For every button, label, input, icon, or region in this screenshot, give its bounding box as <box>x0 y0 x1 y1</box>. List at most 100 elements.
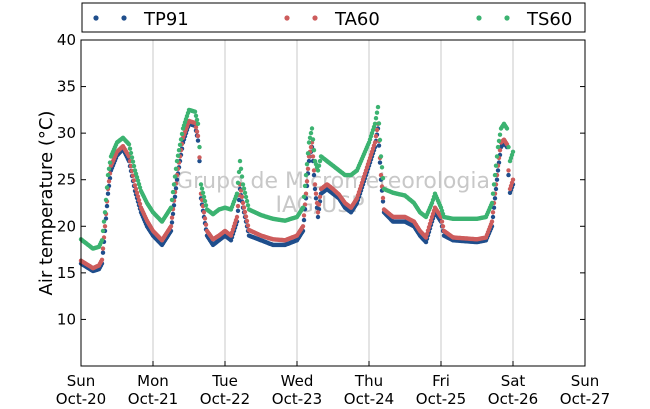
data-point <box>492 196 498 201</box>
y-tick-label: 25 <box>57 171 76 189</box>
data-point <box>177 142 183 147</box>
data-point <box>497 132 503 137</box>
data-point <box>305 151 311 156</box>
legend-item-ts60: TS60 <box>476 9 572 30</box>
data-point <box>102 210 108 215</box>
data-point <box>489 219 495 224</box>
x-tick-weekday: Wed <box>281 372 314 390</box>
data-point <box>137 201 143 207</box>
data-point <box>311 148 317 153</box>
data-point <box>491 205 497 210</box>
x-tick-weekday: Sat <box>501 372 526 390</box>
legend-marker <box>312 15 318 21</box>
data-point <box>99 238 105 243</box>
data-point <box>195 121 201 127</box>
data-point <box>195 138 201 143</box>
data-point <box>312 182 318 187</box>
y-tick-label: 10 <box>57 310 76 328</box>
data-point <box>506 172 511 178</box>
data-point <box>172 174 178 179</box>
data-point <box>136 198 142 203</box>
data-point <box>380 176 386 181</box>
legend-marker <box>93 15 99 21</box>
y-tick-label: 40 <box>57 31 76 49</box>
data-point <box>131 163 137 169</box>
data-point <box>169 220 175 225</box>
data-point <box>440 224 446 229</box>
legend-item-ta60: TA60 <box>284 9 380 30</box>
y-axis-title: Air temperature (°C) <box>36 111 57 296</box>
data-point <box>170 211 176 217</box>
data-point <box>168 224 174 229</box>
data-point <box>169 215 175 220</box>
series-ta60 <box>78 118 516 271</box>
data-point <box>376 143 382 148</box>
data-point <box>376 121 382 126</box>
data-point <box>380 195 386 201</box>
data-point <box>178 137 184 142</box>
x-tick-weekday: Thu <box>354 372 383 390</box>
data-point <box>305 166 311 171</box>
data-point <box>173 166 179 171</box>
data-point <box>309 126 315 131</box>
data-point <box>424 231 430 237</box>
data-point <box>490 191 496 196</box>
data-point <box>202 216 208 221</box>
x-tick-date: Oct-20 <box>56 390 106 408</box>
data-point <box>300 205 306 210</box>
data-point <box>100 228 106 234</box>
data-point <box>193 113 199 119</box>
x-tick-weekday: Mon <box>137 372 169 390</box>
data-point <box>494 154 500 159</box>
data-point <box>241 186 247 191</box>
data-point <box>201 194 207 200</box>
legend-marker <box>504 15 510 21</box>
data-point <box>373 134 379 139</box>
data-point <box>131 178 137 183</box>
x-tick-weekday: Sun <box>67 372 96 390</box>
data-point <box>313 191 319 196</box>
x-tick-date: Oct-24 <box>344 390 394 408</box>
data-point <box>171 203 177 208</box>
x-axis: SunOct-20MonOct-21TueOct-22WedOct-23ThuO… <box>56 361 610 408</box>
data-point <box>301 213 307 218</box>
data-point <box>315 168 321 173</box>
data-point <box>377 160 383 165</box>
data-point <box>495 144 501 150</box>
y-axis: 10 15 20 25 30 35 40 <box>57 31 585 328</box>
data-point <box>238 166 244 171</box>
data-point <box>100 250 106 255</box>
data-point <box>203 203 209 208</box>
data-point <box>506 144 511 150</box>
data-point <box>504 126 510 131</box>
data-point <box>245 223 251 228</box>
data-point <box>489 200 495 206</box>
legend-frame <box>81 2 586 33</box>
data-point <box>242 209 248 215</box>
data-point <box>490 214 496 220</box>
data-point <box>126 142 132 147</box>
data-point <box>379 165 385 170</box>
data-point <box>170 189 176 195</box>
data-point <box>168 205 174 210</box>
data-point <box>128 150 134 156</box>
data-point <box>199 186 205 191</box>
data-point <box>135 194 141 199</box>
data-point <box>374 110 380 115</box>
data-point <box>308 130 314 136</box>
data-point <box>378 154 384 159</box>
legend: TP91 TA60 TS60 <box>81 2 586 33</box>
data-point <box>313 196 319 201</box>
data-point <box>317 158 323 164</box>
data-point <box>195 133 201 139</box>
legend-label: TS60 <box>526 9 572 30</box>
data-point <box>301 194 307 199</box>
data-point <box>300 224 306 229</box>
data-point <box>100 246 106 251</box>
data-point <box>235 180 241 185</box>
data-point <box>494 177 500 182</box>
data-point <box>311 172 317 178</box>
data-point <box>133 186 139 192</box>
data-point <box>239 174 245 179</box>
data-point <box>234 214 240 220</box>
